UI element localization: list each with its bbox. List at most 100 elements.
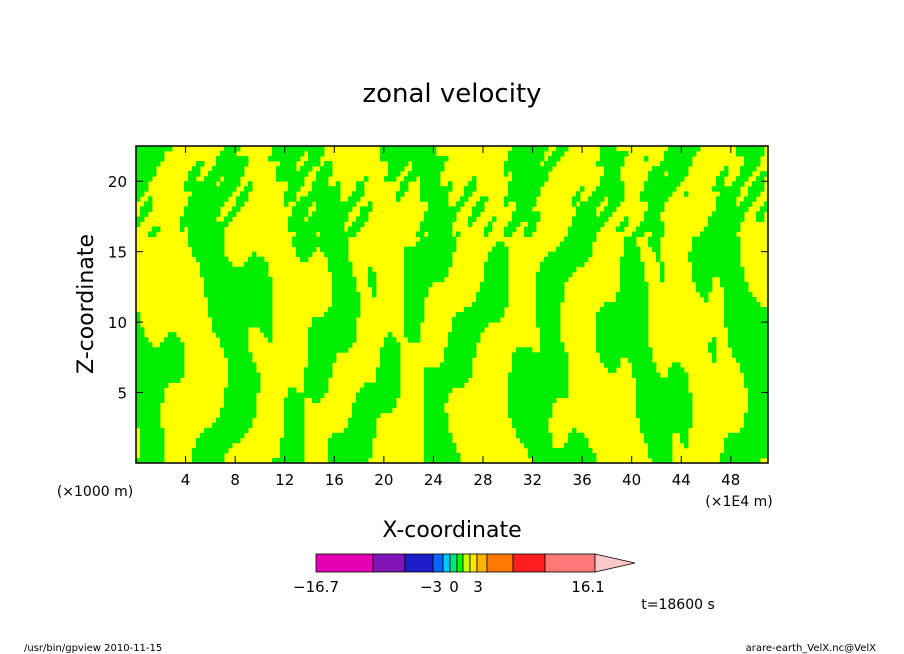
field-cell <box>188 241 225 248</box>
field-cell <box>760 206 769 212</box>
field-cell <box>596 337 649 343</box>
field-cell <box>708 342 717 348</box>
field-cell <box>508 382 569 388</box>
field-cell <box>424 432 453 439</box>
y-tick-label: 10 <box>108 314 127 332</box>
field-cell <box>388 171 401 177</box>
field-cell <box>352 221 365 227</box>
field-cell <box>648 447 673 454</box>
field-cell <box>404 281 433 288</box>
field-cell <box>508 392 569 398</box>
y-axis-label: Z-coordinate <box>74 234 99 374</box>
field-cell <box>424 367 473 373</box>
field-cell <box>636 397 693 404</box>
field-cell <box>524 226 537 232</box>
field-cell <box>512 362 569 368</box>
field-cell <box>168 332 177 338</box>
field-cell <box>308 347 349 353</box>
field-cell <box>464 186 477 192</box>
field-cell <box>636 377 689 383</box>
field-cell <box>288 392 325 398</box>
field-cell <box>424 452 461 459</box>
field-cell <box>508 156 545 162</box>
field-cell <box>536 286 565 293</box>
field-cell <box>136 196 141 202</box>
field-cell <box>508 372 569 378</box>
field-cell <box>404 261 453 268</box>
field-cell <box>484 261 509 268</box>
field-cell <box>744 382 769 388</box>
field-cell <box>424 402 445 409</box>
field-cell <box>664 156 693 162</box>
field-cell <box>548 156 561 162</box>
field-cell <box>412 166 445 172</box>
field-cell <box>592 191 625 197</box>
field-cell <box>600 181 625 187</box>
field-cell <box>748 392 769 398</box>
field-cell <box>744 412 769 419</box>
field-cell <box>424 216 457 222</box>
field-cell <box>308 352 337 358</box>
field-cell <box>336 181 341 187</box>
field-cell <box>308 362 333 368</box>
x-unit-left: (×1000 m) <box>57 484 133 500</box>
field-cell <box>136 362 185 368</box>
field-cell <box>756 216 765 222</box>
field-cell <box>704 296 709 303</box>
field-cell <box>208 296 273 303</box>
field-cell <box>512 357 569 363</box>
field-cell <box>740 367 769 373</box>
field-cell <box>484 231 489 237</box>
field-cell <box>184 186 237 192</box>
field-cell <box>488 256 509 263</box>
field-cell <box>664 151 697 157</box>
field-cell <box>616 291 649 298</box>
field-cell <box>648 176 685 182</box>
field-cell <box>136 357 185 363</box>
field-cell <box>504 231 513 237</box>
field-cell <box>636 412 693 419</box>
field-cell <box>424 387 453 393</box>
field-cell <box>736 357 769 363</box>
field-cell <box>560 241 593 248</box>
field-cell <box>424 447 457 454</box>
field-cell <box>332 301 361 308</box>
field-cell <box>136 176 153 182</box>
field-cell <box>472 176 477 182</box>
field-cell <box>620 266 645 273</box>
field-cell <box>136 186 149 192</box>
field-cell <box>564 236 597 242</box>
field-cell <box>348 196 361 202</box>
colorbar-segment <box>469 553 478 573</box>
field-cell <box>596 347 653 353</box>
field-cell <box>292 211 309 217</box>
field-cell <box>368 266 373 273</box>
field-cell <box>136 337 149 343</box>
field-cell <box>648 236 661 242</box>
field-cell <box>204 276 273 283</box>
x-tick-label: 12 <box>275 471 294 489</box>
field-cell <box>616 226 625 232</box>
field-cell <box>484 266 509 273</box>
field-cell <box>740 171 753 177</box>
field-cell <box>396 196 401 202</box>
field-cell <box>136 392 165 398</box>
field-cell <box>284 427 305 434</box>
field-cell <box>736 151 765 157</box>
field-cell <box>712 186 741 192</box>
field-cell <box>544 256 589 263</box>
field-cell <box>508 377 569 383</box>
field-cell <box>424 442 457 449</box>
y-tick-label: 5 <box>117 385 127 403</box>
field-cell <box>416 231 425 237</box>
field-cell <box>296 246 317 253</box>
colorbar-extend-arrow <box>594 553 636 573</box>
field-cell <box>328 457 369 464</box>
field-cell <box>536 322 561 328</box>
colorbar-label: 3 <box>473 578 483 596</box>
field-cell <box>360 387 401 393</box>
field-cell <box>192 246 225 253</box>
field-cell <box>400 181 409 187</box>
field-cell <box>212 166 245 172</box>
field-cell <box>284 417 305 424</box>
